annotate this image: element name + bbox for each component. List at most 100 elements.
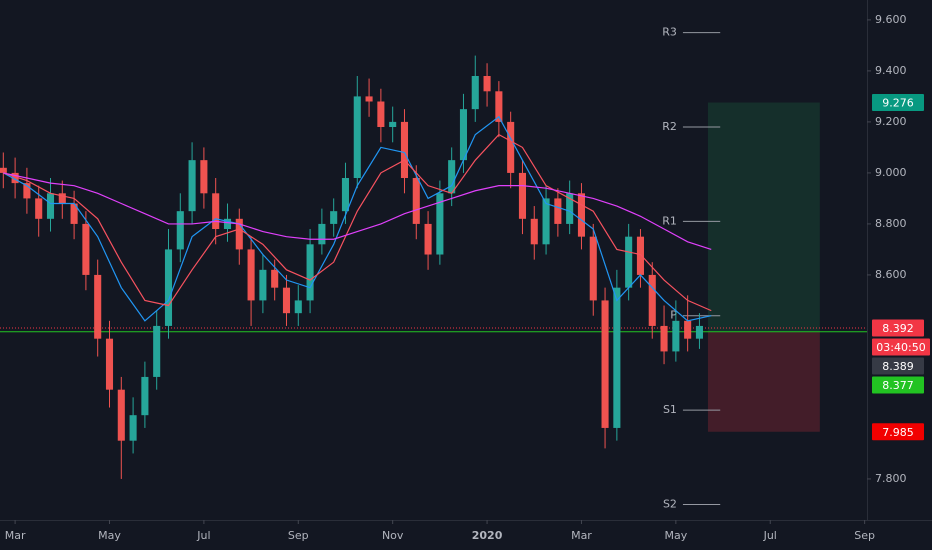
candle-body [46, 193, 55, 219]
price-tag-label: 8.389 [882, 360, 914, 373]
candle-body [188, 160, 196, 212]
candle-body [507, 121, 515, 173]
pivot-label: R3 [662, 26, 677, 39]
price-tag [872, 423, 924, 441]
candle-body [247, 249, 255, 301]
candle-body [164, 249, 173, 326]
price-tag [872, 357, 924, 375]
candle-body [235, 218, 243, 250]
candle-body [424, 223, 432, 255]
candle-body [518, 172, 527, 219]
pivot-label: R1 [662, 214, 677, 227]
candle-body [566, 193, 574, 224]
pivot-label: S1 [663, 403, 677, 416]
candle-body [636, 236, 644, 275]
y-tick-label: 9.000 [875, 166, 907, 179]
candle-body [94, 274, 102, 339]
candle-body [648, 274, 656, 326]
pivot-label: P [670, 309, 677, 322]
candle-body [353, 96, 361, 179]
candle-body [200, 160, 208, 194]
candle-body [58, 193, 66, 204]
candle-body [117, 389, 125, 441]
price-tag-label: 7.985 [882, 426, 914, 439]
candle-body [436, 193, 444, 255]
x-tick-label: Sep [288, 529, 309, 542]
candle-body [105, 338, 114, 390]
candle-body [589, 236, 597, 301]
candle-body [341, 178, 350, 212]
y-tick-label: 9.600 [875, 13, 907, 26]
pivot-label: R2 [662, 120, 677, 133]
candle-body [448, 160, 456, 194]
candle-body [11, 172, 19, 184]
candle-body [294, 300, 302, 314]
countdown-label: 03:40:50 [876, 341, 925, 354]
candle-body [23, 183, 31, 199]
candle-body [70, 203, 78, 224]
candle-body [684, 320, 692, 339]
candle-body [400, 121, 409, 179]
candle-body [153, 325, 161, 377]
candle-body [282, 287, 291, 314]
candle-body [389, 121, 397, 128]
x-tick-label: Mar [571, 529, 592, 542]
candle-body [223, 218, 232, 230]
candle-body [660, 325, 668, 352]
moving-average [3, 115, 712, 322]
x-tick-label: May [664, 529, 687, 542]
candle-body [495, 91, 503, 122]
x-tick-label: Jul [763, 529, 777, 542]
candle-body [412, 178, 420, 224]
x-tick-label: May [98, 529, 121, 542]
loss-zone [707, 331, 820, 432]
profit-zone [707, 102, 820, 332]
candle-body [577, 193, 586, 237]
candle-body [306, 244, 314, 301]
price-tag-label: 9.276 [882, 97, 914, 110]
moving-average [3, 133, 712, 312]
countdown-tag [872, 338, 930, 356]
candle-body [459, 109, 468, 161]
price-tag-label: 8.392 [882, 322, 914, 335]
y-tick-label: 8.600 [875, 268, 907, 281]
candle-body [601, 300, 609, 428]
price-tag [872, 94, 924, 112]
y-tick-label: 9.200 [875, 115, 907, 128]
price-tag [872, 319, 924, 337]
y-tick-label: 7.800 [875, 472, 907, 485]
candle-body [554, 198, 562, 224]
x-tick-label: Sep [854, 529, 875, 542]
candle-body [672, 320, 680, 352]
candle-body [625, 236, 633, 288]
candle-body [176, 211, 184, 250]
price-tag-label: 8.377 [882, 379, 914, 392]
candle-body [271, 269, 279, 288]
moving-average [3, 172, 712, 250]
price-tag [872, 376, 924, 394]
candle-body [377, 101, 385, 128]
candle-body [129, 415, 137, 441]
x-tick-label: 2020 [472, 529, 503, 542]
candle-body [542, 198, 550, 245]
x-tick-label: Jul [196, 529, 210, 542]
candle-body [530, 218, 538, 245]
candle-body [35, 198, 43, 219]
x-tick-label: Mar [5, 529, 26, 542]
candle-body [365, 96, 373, 102]
y-tick-label: 9.400 [875, 64, 907, 77]
candle-body [330, 211, 338, 224]
candle-body [259, 269, 267, 301]
candle-body [212, 193, 220, 230]
x-tick-label: Nov [382, 529, 404, 542]
candle-body [483, 75, 491, 92]
candle-body [471, 75, 479, 110]
candle-body [0, 167, 7, 173]
candle-body [613, 287, 621, 428]
candle-body [82, 223, 90, 275]
candle-body [695, 325, 703, 339]
candle-body [141, 376, 149, 416]
